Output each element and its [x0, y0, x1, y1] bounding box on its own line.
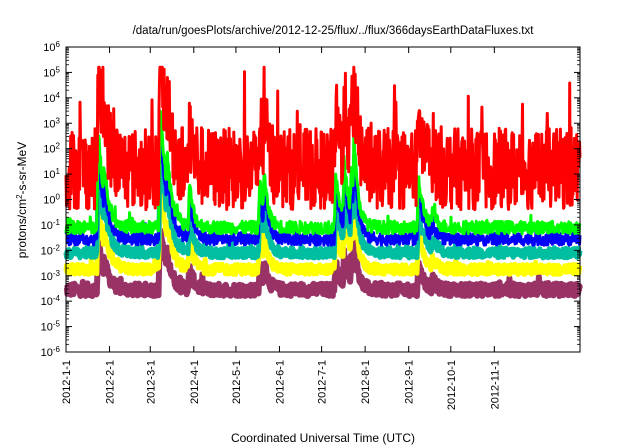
x-tick-label: 2012-6-1 — [274, 360, 286, 404]
series-line — [64, 65, 582, 212]
y-tick-label: 10-5 — [41, 319, 61, 334]
y-tick-label: 101 — [43, 167, 60, 182]
x-tick-label: 2012-9-1 — [404, 360, 416, 404]
y-axis-label-superscript: 2 — [15, 194, 24, 199]
y-tick-label: 102 — [43, 141, 60, 156]
y-tick-label: 104 — [43, 90, 60, 105]
y-axis: 10-6 10-5 10-4 10-3 10-2 10-1 100 101 102 103 104 1… — [41, 40, 580, 360]
y-tick-label: 106 — [43, 40, 60, 55]
x-tick-label: 2012-3-1 — [145, 360, 157, 404]
y-tick-label: 10-1 — [41, 217, 61, 232]
x-axis-label: Coordinated Universal Time (UTC) — [231, 431, 415, 445]
series-line — [64, 109, 582, 236]
x-tick-label: 2012-10-1 — [446, 360, 458, 410]
x-tick-label: 2012-5-1 — [231, 360, 243, 404]
y-tick-label: 100 — [43, 192, 60, 207]
chart-title: /data/run/goesPlots/archive/2012-12-25/f… — [133, 25, 535, 37]
series-layer — [63, 65, 583, 300]
series-line — [63, 177, 583, 277]
series-line — [63, 227, 583, 300]
y-tick-label: 10-4 — [41, 294, 61, 309]
y-tick-label: 10-6 — [41, 345, 61, 360]
series-line — [64, 123, 582, 247]
x-tick-label: 2012-4-1 — [189, 360, 201, 404]
x-tick-label: 2012-11-1 — [489, 360, 501, 409]
x-axis: 2012-1-1 2012-2-1 2012-3-1 2012-4-1 2012-5-1… — [61, 47, 501, 410]
y-tick-label: 105 — [43, 65, 60, 80]
y-tick-label: 103 — [43, 116, 60, 131]
y-axis-label-base: protons/cm — [15, 199, 29, 258]
y-tick-label: 10-3 — [41, 268, 61, 283]
x-tick-label: 2012-7-1 — [317, 360, 329, 404]
series-line — [63, 142, 583, 261]
x-tick-label: 2012-1-1 — [61, 360, 73, 404]
y-axis-label: protons/cm2-s-sr-MeV — [15, 142, 30, 258]
y-tick-label: 10-2 — [41, 243, 61, 257]
x-tick-label: 2012-8-1 — [360, 360, 372, 404]
x-tick-label: 2012-2-1 — [105, 360, 117, 404]
y-axis-label-rest: -s-sr-MeV — [15, 142, 29, 195]
